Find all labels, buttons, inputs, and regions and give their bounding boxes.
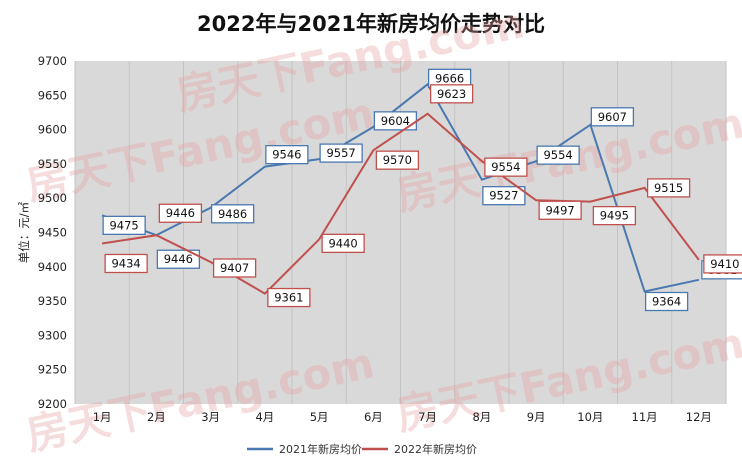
x-tick-label: 5月: [310, 410, 329, 424]
y-tick-label: 9500: [38, 191, 67, 205]
data-label-box: [265, 144, 309, 165]
y-tick-label: 9250: [38, 363, 67, 377]
y-tick-label: 9300: [38, 328, 67, 342]
y-tick-label: 9650: [38, 88, 67, 102]
series-line-2: [101, 112, 700, 295]
y-tick-label: 9550: [38, 157, 67, 171]
data-label: 9446: [164, 252, 193, 266]
data-label-box: [644, 291, 689, 312]
data-label: 9361: [274, 291, 303, 305]
y-axis-label: 单位：元/㎡: [17, 201, 31, 263]
data-label-box: [590, 107, 635, 127]
data-label: 9554: [543, 148, 572, 162]
data-label-box: [210, 204, 255, 224]
data-label: 9486: [218, 207, 247, 221]
y-tick-label: 9450: [38, 226, 67, 240]
data-label: 9557: [326, 146, 355, 160]
data-label-box: [592, 205, 637, 226]
data-label: 9666: [435, 71, 464, 85]
y-tick-label: 9350: [38, 294, 67, 308]
data-label-box: [267, 287, 311, 308]
data-label: 9554: [491, 160, 520, 174]
data-label-box: [156, 249, 201, 269]
data-label-box: [321, 233, 365, 254]
data-label: 9497: [545, 203, 574, 217]
data-label: 9570: [383, 153, 412, 167]
data-label: 9515: [654, 181, 683, 195]
y-tick-label: 9400: [38, 260, 67, 274]
data-label-box: [104, 253, 148, 274]
data-label-box: [484, 157, 528, 177]
data-label-box: [646, 178, 691, 198]
data-label: 9364: [652, 294, 681, 308]
y-tick-label: 9700: [38, 54, 67, 68]
x-tick-label: 2月: [147, 410, 166, 424]
data-label-box: [375, 150, 420, 170]
data-label: 9607: [598, 110, 627, 124]
x-tick-label: 3月: [201, 410, 220, 424]
legend-label: 2022年新房均价: [394, 442, 477, 456]
x-tick-label: 7月: [418, 410, 437, 424]
data-label: 9446: [166, 206, 195, 220]
x-tick-label: 11月: [632, 410, 658, 424]
data-label: 9440: [328, 236, 357, 250]
y-tick-label: 9200: [38, 397, 67, 411]
data-label: 9410: [710, 257, 739, 271]
data-label-box: [429, 84, 474, 104]
legend-label: 2021年新房均价: [279, 442, 362, 456]
y-tick-label: 9600: [38, 123, 67, 137]
x-tick-label: 8月: [472, 410, 491, 424]
data-label: 9604: [381, 114, 410, 128]
data-label: 9495: [600, 209, 629, 223]
data-label: 9623: [437, 87, 466, 101]
data-label: 9527: [489, 189, 518, 203]
data-label: 9434: [111, 256, 140, 270]
x-tick-label: 12月: [686, 410, 712, 424]
data-label-box: [536, 145, 580, 165]
data-label: 9546: [272, 148, 301, 162]
data-label-box: [703, 254, 742, 274]
data-label: 9475: [109, 218, 138, 232]
data-label-box: [319, 143, 363, 163]
x-tick-label: 1月: [93, 410, 112, 424]
x-tick-label: 9月: [527, 410, 546, 424]
x-tick-label: 6月: [364, 410, 383, 424]
data-label-box: [482, 186, 526, 206]
data-label-box: [158, 203, 203, 223]
data-label: 9407: [220, 261, 249, 275]
x-tick-label: 10月: [577, 410, 603, 424]
data-label-box: [212, 258, 257, 278]
data-label-box: [102, 215, 146, 236]
x-tick-label: 4月: [255, 410, 274, 424]
chart-title: 2022年与2021年新房均价走势对比: [197, 12, 545, 36]
data-label-box: [538, 200, 582, 220]
